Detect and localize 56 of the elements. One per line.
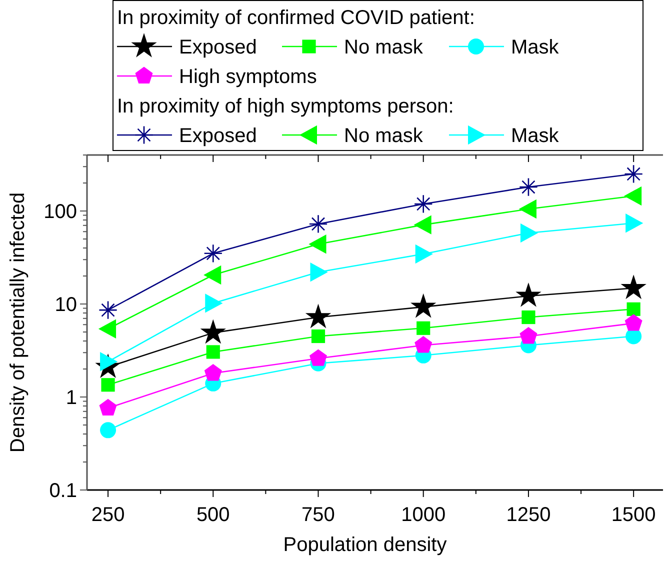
point	[626, 302, 640, 316]
legend-label: Mask	[511, 36, 560, 58]
point	[308, 234, 326, 254]
y-tick-label: 1	[66, 387, 77, 409]
point	[100, 422, 116, 438]
point	[414, 215, 432, 234]
point	[311, 329, 326, 344]
legend-label: No mask	[344, 36, 424, 58]
y-tick-label: 0.1	[49, 480, 77, 502]
y-tick-label: 100	[44, 200, 77, 223]
point	[98, 319, 116, 338]
y-axis-title: Density of potentially infected	[7, 192, 29, 453]
legend-label: No mask	[344, 125, 424, 147]
x-tick-label: 1250	[506, 504, 551, 526]
text: In proximity of high symptoms person:	[117, 96, 454, 118]
point	[204, 364, 222, 381]
point	[518, 199, 536, 219]
x-tick-label: 750	[302, 504, 335, 526]
point	[305, 304, 332, 328]
point	[414, 336, 432, 353]
y-tick-label: 10	[54, 294, 77, 316]
point	[200, 319, 226, 344]
point	[416, 321, 430, 335]
point	[308, 214, 328, 234]
x-axis-title: Population density	[283, 534, 447, 556]
point	[414, 194, 433, 214]
x-tick-label: 1500	[611, 504, 656, 526]
point	[415, 244, 433, 264]
x-tick-label: 500	[196, 504, 230, 526]
point	[99, 398, 117, 416]
point	[624, 314, 642, 331]
point	[410, 293, 436, 318]
legend-label: Exposed	[179, 125, 257, 147]
point	[522, 310, 536, 324]
legend-label: Mask	[511, 125, 560, 147]
point	[204, 244, 223, 263]
legend-label: High symptoms	[179, 66, 317, 88]
point	[310, 262, 328, 282]
point	[205, 294, 223, 313]
point	[520, 327, 538, 344]
point	[204, 265, 222, 285]
point	[206, 345, 220, 359]
x-tick-label: 1000	[401, 504, 446, 526]
point	[624, 186, 642, 206]
point	[516, 282, 542, 307]
x-tick-label: 250	[91, 504, 125, 526]
point	[519, 178, 538, 196]
point	[626, 214, 644, 233]
point	[101, 378, 115, 392]
point	[309, 349, 327, 366]
legend-label: Exposed	[179, 36, 257, 58]
point	[620, 274, 646, 300]
text: In proximity of confirmed COVID patient:	[117, 7, 475, 29]
point	[520, 223, 538, 243]
point	[98, 300, 118, 320]
point	[624, 164, 644, 184]
